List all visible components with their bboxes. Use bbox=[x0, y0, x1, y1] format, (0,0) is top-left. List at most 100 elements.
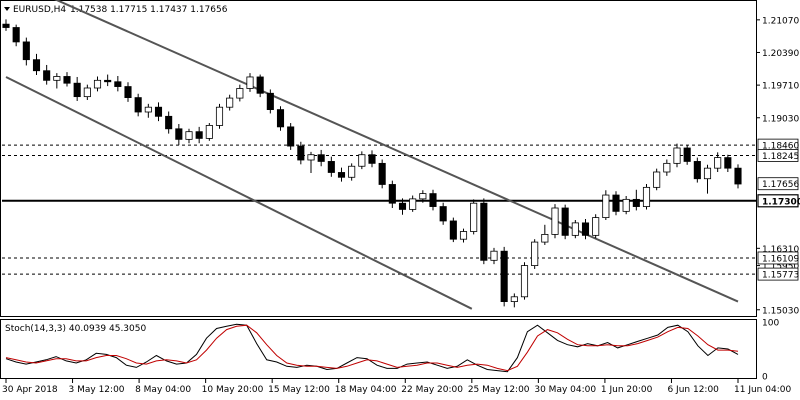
candle bbox=[53, 73, 61, 89]
candle bbox=[287, 123, 295, 150]
candle-body bbox=[337, 172, 346, 178]
candle-body bbox=[419, 193, 427, 200]
candle-body bbox=[22, 41, 30, 61]
candle bbox=[317, 149, 325, 167]
channel-line-1[interactable] bbox=[5, 76, 473, 310]
candle-body bbox=[592, 217, 600, 236]
candle bbox=[551, 204, 559, 239]
candle-body bbox=[703, 167, 712, 180]
candle-body bbox=[124, 86, 132, 98]
candle-body bbox=[307, 154, 315, 161]
candle bbox=[134, 93, 142, 117]
candle-body bbox=[510, 296, 518, 302]
candle bbox=[175, 124, 183, 146]
candle-body bbox=[12, 27, 20, 43]
candle-body bbox=[459, 231, 468, 240]
candle bbox=[12, 24, 20, 47]
candle bbox=[480, 198, 488, 265]
candle-body bbox=[215, 106, 224, 126]
candle bbox=[642, 184, 651, 210]
candle-body bbox=[2, 23, 10, 28]
ohlc-label: 1.17538 1.17715 1.17437 1.17656 bbox=[70, 5, 228, 15]
candle bbox=[185, 128, 193, 144]
channel-line-2[interactable] bbox=[6, 0, 739, 303]
candle-body bbox=[358, 154, 366, 167]
price-tick-label: 1.15030 bbox=[762, 306, 799, 316]
candle bbox=[632, 189, 640, 211]
candle bbox=[409, 195, 417, 212]
candle-body bbox=[134, 97, 142, 113]
time-tick-label: 6 Jun 12:00 bbox=[667, 385, 719, 395]
trend-channel bbox=[5, 0, 739, 310]
candle-body bbox=[368, 154, 376, 164]
candle-body bbox=[246, 76, 254, 89]
candle-body bbox=[551, 207, 559, 235]
time-tick-label: 18 May 04:00 bbox=[335, 385, 397, 395]
candle-body bbox=[602, 194, 610, 218]
stochastic-lines bbox=[5, 323, 739, 373]
candle-body bbox=[398, 202, 407, 210]
candle bbox=[541, 224, 549, 245]
price-tick-label: 1.19030 bbox=[762, 114, 799, 124]
candle bbox=[226, 94, 234, 111]
candle-body bbox=[195, 131, 203, 139]
level-tag: 1.18460 bbox=[757, 138, 799, 152]
candle bbox=[43, 64, 51, 85]
stochastic-title: Stoch(14,3,3) 40.0939 45.3050 bbox=[5, 324, 146, 334]
price-tick-label: 1.21070 bbox=[762, 16, 799, 26]
candle bbox=[724, 154, 732, 172]
time-tick-label: 22 May 20:00 bbox=[401, 385, 463, 395]
candle-body bbox=[32, 59, 41, 72]
candle bbox=[165, 111, 173, 134]
candle-body bbox=[409, 198, 417, 210]
candle-body bbox=[287, 126, 295, 147]
candle bbox=[327, 156, 335, 177]
candle bbox=[439, 202, 447, 225]
candle bbox=[449, 217, 457, 243]
candle bbox=[500, 246, 508, 307]
candle bbox=[205, 123, 213, 141]
candle bbox=[581, 219, 590, 240]
candle-series bbox=[2, 19, 742, 308]
candle-body bbox=[256, 76, 264, 94]
candle-body bbox=[632, 198, 640, 207]
stochastic-panel bbox=[0, 319, 757, 379]
candle-body bbox=[93, 79, 102, 89]
symbol-label: EURUSD,H4 bbox=[13, 5, 66, 15]
candle-body bbox=[724, 157, 732, 169]
candle bbox=[531, 239, 539, 269]
candle bbox=[378, 159, 386, 189]
price-tick-label: 1.20390 bbox=[762, 49, 799, 59]
candle-body bbox=[470, 202, 478, 232]
candle bbox=[663, 159, 671, 176]
candle-body bbox=[266, 92, 274, 110]
candle bbox=[236, 84, 244, 102]
candle-body bbox=[104, 79, 112, 83]
candle bbox=[276, 106, 285, 131]
price-tick-label: 1.19710 bbox=[762, 82, 799, 92]
candle bbox=[673, 143, 681, 168]
time-tick-label: 3 May 12:00 bbox=[69, 385, 125, 395]
collapse-arrow-icon[interactable] bbox=[4, 7, 10, 11]
candle-body bbox=[165, 115, 173, 130]
candle-body bbox=[429, 193, 437, 207]
candle-body bbox=[236, 88, 244, 99]
candle-body bbox=[53, 76, 61, 81]
candle bbox=[714, 152, 722, 172]
candle-body bbox=[561, 207, 569, 236]
level-tag-label: 1.16109 bbox=[762, 254, 799, 264]
candle bbox=[348, 163, 356, 181]
candle-body bbox=[83, 87, 91, 98]
candle-body bbox=[500, 250, 508, 302]
candle bbox=[520, 262, 529, 300]
stoch-tick-label: 100 bbox=[762, 319, 779, 329]
candle-body bbox=[439, 206, 447, 222]
price-tick-label: 1.16310 bbox=[762, 245, 799, 255]
candle-body bbox=[693, 161, 701, 180]
candle-body bbox=[531, 241, 539, 267]
level-tag: 1.16109 bbox=[757, 251, 799, 264]
candle bbox=[215, 103, 224, 129]
time-tick-label: 30 May 04:00 bbox=[534, 385, 596, 395]
candle bbox=[592, 214, 600, 239]
